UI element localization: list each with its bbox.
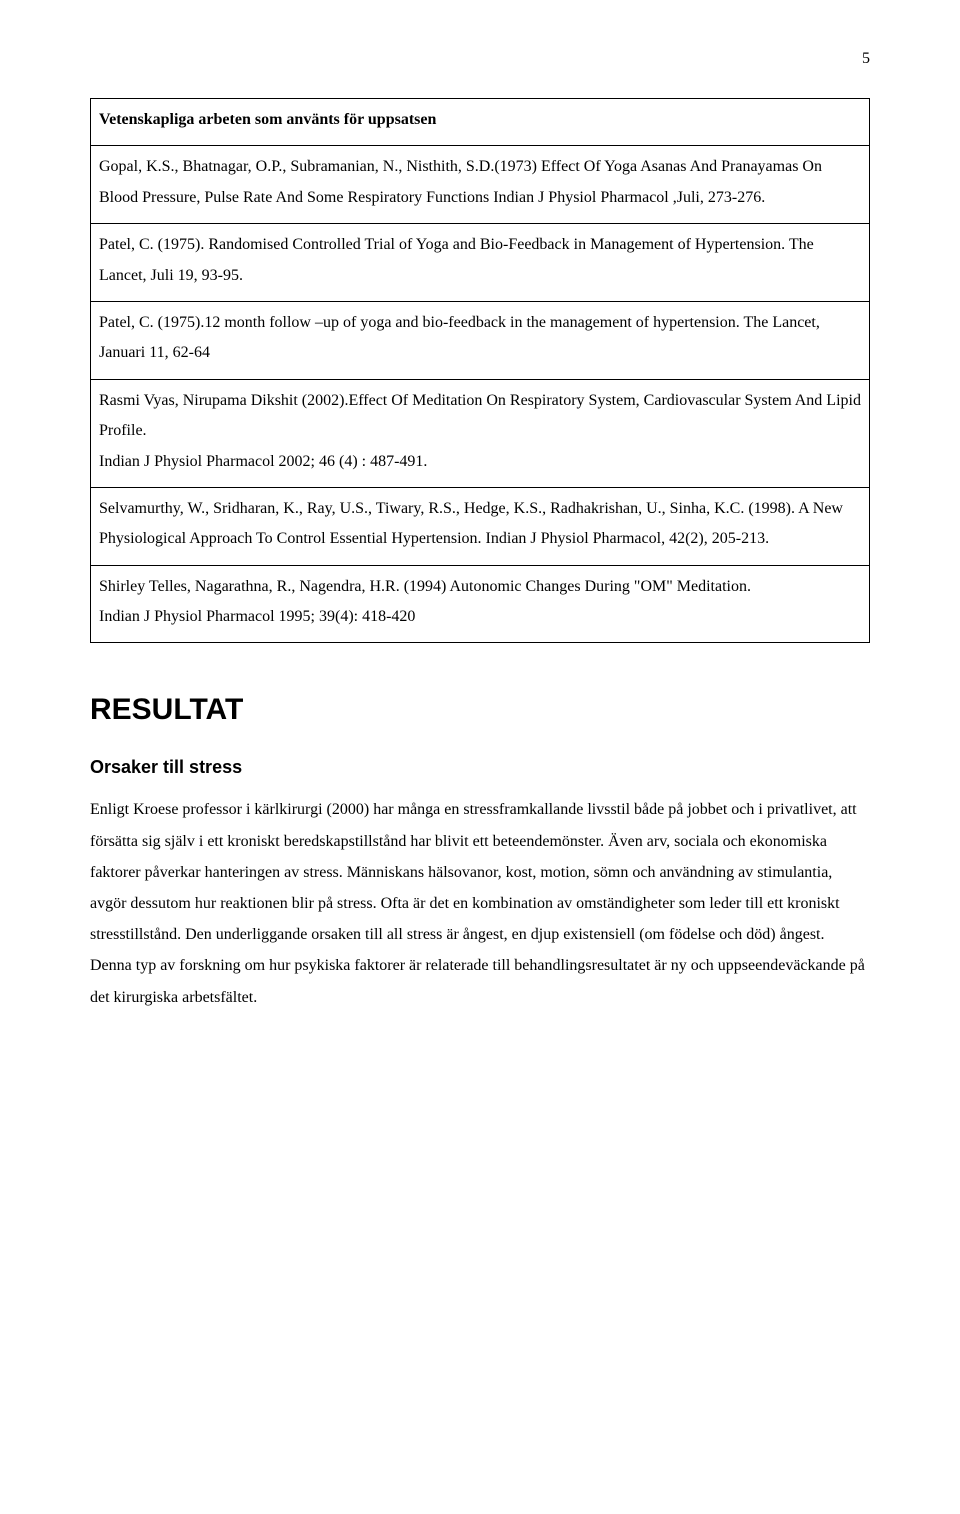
reference-cell: Selvamurthy, W., Sridharan, K., Ray, U.S…: [91, 487, 870, 565]
document-page: 5 Vetenskapliga arbeten som använts för …: [0, 0, 960, 1063]
reference-cell: Patel, C. (1975).12 month follow –up of …: [91, 301, 870, 379]
page-number: 5: [90, 50, 870, 68]
heading-resultat: RESULTAT: [90, 693, 870, 727]
reference-cell: Gopal, K.S., Bhatnagar, O.P., Subramania…: [91, 146, 870, 224]
body-paragraph: Enligt Kroese professor i kärlkirurgi (2…: [90, 794, 870, 1012]
reference-cell: Shirley Telles, Nagarathna, R., Nagendra…: [91, 565, 870, 643]
heading-orsaker: Orsaker till stress: [90, 757, 870, 778]
reference-cell: Patel, C. (1975). Randomised Controlled …: [91, 224, 870, 302]
references-table: Vetenskapliga arbeten som använts för up…: [90, 98, 870, 643]
refs-header-cell: Vetenskapliga arbeten som använts för up…: [91, 99, 870, 146]
reference-cell: Rasmi Vyas, Nirupama Dikshit (2002).Effe…: [91, 379, 870, 487]
